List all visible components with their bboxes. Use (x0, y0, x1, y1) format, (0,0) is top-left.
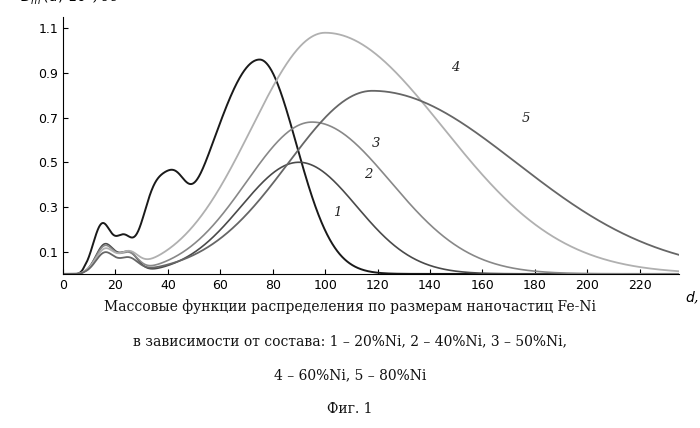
Text: $D_m\,(d)\!\cdot\!10^3$, ое: $D_m\,(d)\!\cdot\!10^3$, ое (20, 0, 119, 7)
Text: Массовые функции распределения по размерам наночастиц Fe-Ni: Массовые функции распределения по размер… (104, 300, 596, 315)
Text: 4: 4 (451, 61, 459, 74)
Text: $d$, нм: $d$, нм (685, 289, 700, 306)
Text: в зависимости от состава: 1 – 20%Ni, 2 – 40%Ni, 3 – 50%Ni,: в зависимости от состава: 1 – 20%Ni, 2 –… (133, 334, 567, 348)
Text: 1: 1 (333, 206, 342, 219)
Text: Фиг. 1: Фиг. 1 (328, 402, 372, 416)
Text: 4 – 60%Ni, 5 – 80%Ni: 4 – 60%Ni, 5 – 80%Ni (274, 368, 426, 382)
Text: 3: 3 (372, 137, 381, 150)
Text: 5: 5 (522, 112, 530, 125)
Text: 2: 2 (365, 168, 373, 181)
